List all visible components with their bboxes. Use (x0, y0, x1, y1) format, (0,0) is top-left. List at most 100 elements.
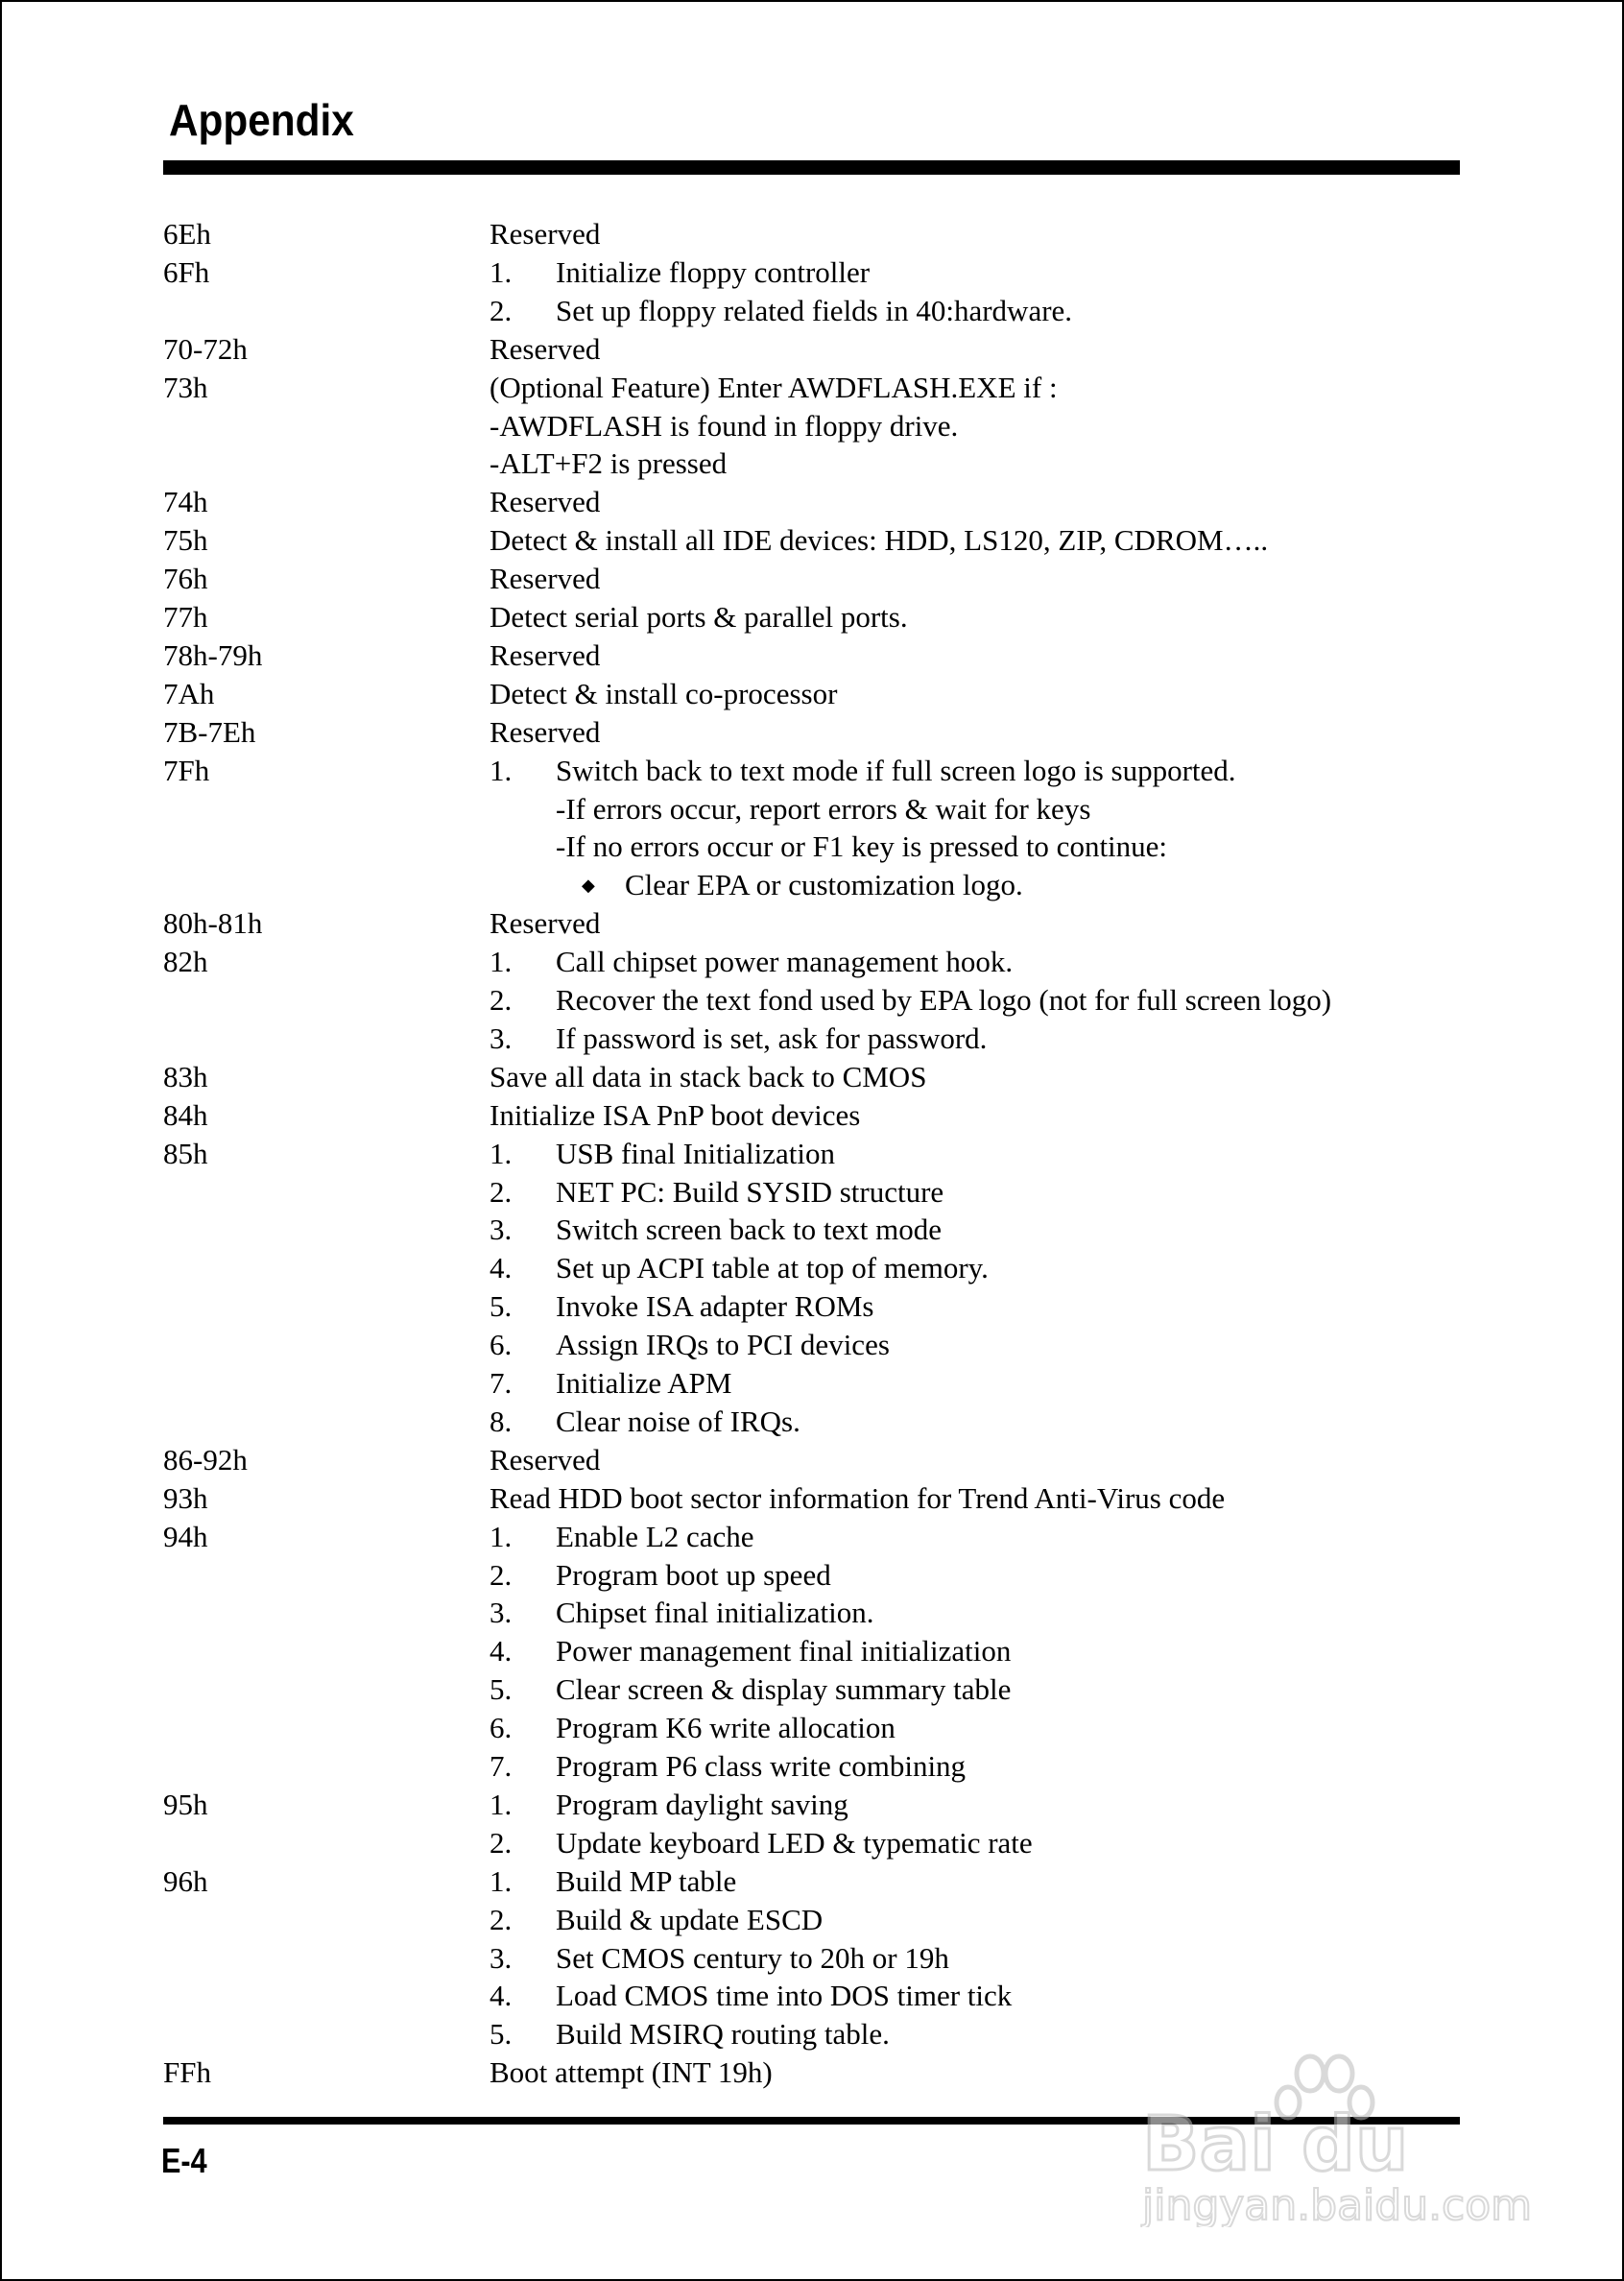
description: Detect serial ports & parallel ports. (490, 600, 908, 634)
list-number: 4. (490, 1251, 513, 1285)
table-row: 85h 1. USB final Initialization (0, 1135, 1624, 1173)
post-code: 96h (163, 1863, 208, 1898)
description: Reserved (490, 562, 601, 596)
header-rule (163, 160, 1460, 175)
description: Switch back to text mode if full screen … (556, 753, 1236, 787)
description: Clear EPA or customization logo. (625, 868, 1023, 902)
list-number: 1. (490, 1519, 513, 1553)
description: NET PC: Build SYSID structure (556, 1174, 944, 1209)
table-row: 3. Chipset final initialization. (0, 1594, 1624, 1632)
table-row: 93h Read HDD boot sector information for … (0, 1479, 1624, 1518)
svg-text:Bai du: Bai du (1142, 2101, 1408, 2188)
table-row: 80h-81h Reserved (0, 904, 1624, 943)
table-row: -If no errors occur or F1 key is pressed… (0, 828, 1624, 866)
table-row: 94h 1. Enable L2 cache (0, 1518, 1624, 1556)
table-row: 6Fh 1. Initialize floppy controller (0, 253, 1624, 292)
list-number: 5. (490, 1672, 513, 1707)
table-row: 7B-7Eh Reserved (0, 713, 1624, 752)
table-row: 86-92h Reserved (0, 1441, 1624, 1479)
table-row: 2. Set up floppy related fields in 40:har… (0, 292, 1624, 330)
description: Chipset final initialization. (556, 1596, 874, 1630)
table-row: 70-72h Reserved (0, 330, 1624, 369)
table-row: 7Ah Detect & install co-processor (0, 675, 1624, 713)
post-code: 6Eh (163, 217, 211, 251)
table-row: 73h (Optional Feature) Enter AWDFLASH.EXE… (0, 369, 1624, 407)
footer-rule (163, 2117, 1460, 2125)
description: Program K6 write allocation (556, 1711, 896, 1745)
post-code: 85h (163, 1136, 208, 1170)
list-number: 5. (490, 1289, 513, 1324)
description: Initialize floppy controller (556, 254, 871, 289)
post-code: 95h (163, 1787, 208, 1821)
list-number: 1. (490, 945, 513, 979)
post-code: FFh (163, 2055, 211, 2090)
table-row: 2. NET PC: Build SYSID structure (0, 1173, 1624, 1212)
table-row: 7. Initialize APM (0, 1364, 1624, 1403)
table-row: ◆ Clear EPA or customization logo. (0, 866, 1624, 904)
description: Enable L2 cache (556, 1519, 754, 1553)
table-row: 2. Program boot up speed (0, 1556, 1624, 1595)
list-number: 6. (490, 1328, 513, 1362)
table-row: 8. Clear noise of IRQs. (0, 1403, 1624, 1441)
description: Reserved (490, 637, 601, 672)
table-row: -AWDFLASH is found in floppy drive. (0, 407, 1624, 445)
table-row: 5. Build MSIRQ routing table. (0, 2015, 1624, 2053)
list-number: 7. (490, 1749, 513, 1783)
table-row: 77h Detect serial ports & parallel ports. (0, 598, 1624, 636)
description: (Optional Feature) Enter AWDFLASH.EXE if… (490, 370, 1058, 404)
description: Clear noise of IRQs. (556, 1404, 800, 1438)
description: Invoke ISA adapter ROMs (556, 1289, 874, 1324)
diamond-bullet-icon: ◆ (582, 876, 595, 896)
list-number: 2. (490, 1825, 513, 1860)
description: Read HDD boot sector information for Tre… (490, 1480, 1226, 1515)
description: Load CMOS time into DOS timer tick (556, 1979, 1013, 2013)
post-code: 7B-7Eh (163, 714, 256, 749)
post-code: 78h-79h (163, 637, 263, 672)
list-number: 1. (490, 1863, 513, 1898)
table-row: 6. Assign IRQs to PCI devices (0, 1326, 1624, 1364)
baidu-watermark-logo: Bai du jingyan.baidu.com (1133, 2035, 1536, 2232)
description: Build MP table (556, 1863, 737, 1898)
post-code: 82h (163, 945, 208, 979)
post-code: 93h (163, 1480, 208, 1515)
table-row: 6Eh Reserved (0, 215, 1624, 253)
description: Switch screen back to text mode (556, 1213, 943, 1247)
table-row: 74h Reserved (0, 483, 1624, 521)
table-row: 83h Save all data in stack back to CMOS (0, 1058, 1624, 1096)
description: Build & update ESCD (556, 1902, 824, 1936)
table-row: 5. Clear screen & display summary table (0, 1670, 1624, 1709)
list-number: 2. (490, 983, 513, 1017)
post-code: 70-72h (163, 331, 248, 366)
list-number: 2. (490, 293, 513, 327)
description: Initialize ISA PnP boot devices (490, 1097, 861, 1132)
description: Set CMOS century to 20h or 19h (556, 1940, 949, 1975)
post-code: 7Fh (163, 753, 210, 787)
description: Set up ACPI table at top of memory. (556, 1251, 989, 1285)
description: Call chipset power management hook. (556, 945, 1014, 979)
post-code: 86-92h (163, 1442, 248, 1477)
post-code: 75h (163, 523, 208, 558)
description: Build MSIRQ routing table. (556, 2017, 890, 2052)
post-code: 6Fh (163, 254, 210, 289)
table-row: 7. Program P6 class write combining (0, 1747, 1624, 1786)
table-row: 3. Set CMOS century to 20h or 19h (0, 1939, 1624, 1978)
description: -If errors occur, report errors & wait f… (556, 791, 1091, 826)
svg-text:jingyan.baidu.com: jingyan.baidu.com (1141, 2181, 1532, 2227)
list-number: 3. (490, 1940, 513, 1975)
table-row: 76h Reserved (0, 560, 1624, 598)
table-row: 3. Switch screen back to text mode (0, 1211, 1624, 1249)
description: Update keyboard LED & typematic rate (556, 1825, 1033, 1860)
list-number: 4. (490, 1979, 513, 2013)
description: Reserved (490, 1442, 601, 1477)
description: Reserved (490, 714, 601, 749)
list-number: 3. (490, 1020, 513, 1055)
list-number: 2. (490, 1902, 513, 1936)
table-row: 2. Recover the text fond used by EPA logo… (0, 981, 1624, 1020)
description: Power management final initialization (556, 1634, 1012, 1669)
description: Reserved (490, 906, 601, 941)
post-code: 76h (163, 562, 208, 596)
description: Recover the text fond used by EPA logo (… (556, 983, 1332, 1017)
table-row: 95h 1. Program daylight saving (0, 1786, 1624, 1824)
description: Clear screen & display summary table (556, 1672, 1012, 1707)
post-code: 94h (163, 1519, 208, 1553)
